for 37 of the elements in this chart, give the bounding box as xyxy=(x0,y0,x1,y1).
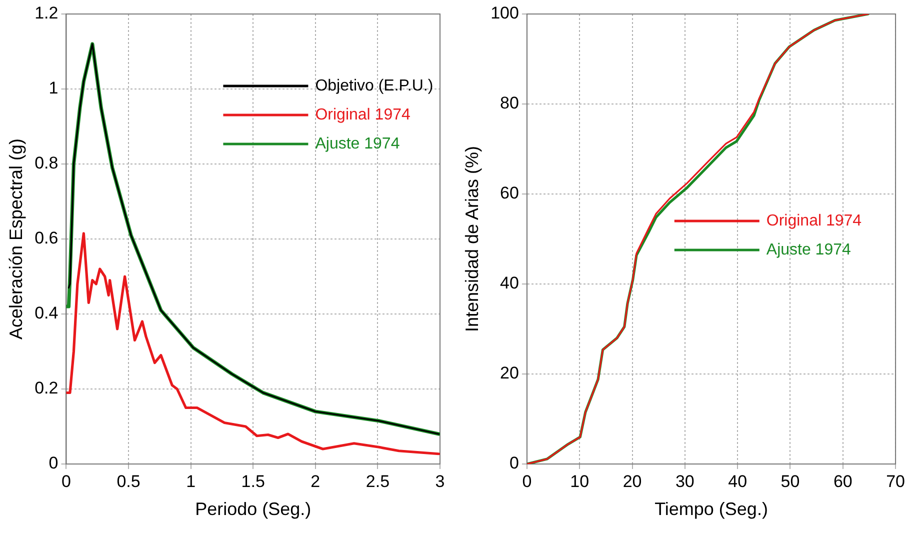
y-tick-label: 0.4 xyxy=(34,304,58,323)
x-tick-label: 2.5 xyxy=(366,472,390,491)
y-tick-label: 20 xyxy=(500,364,519,383)
x-tick-label: 20 xyxy=(622,472,642,491)
x-tick-label: 1.5 xyxy=(241,472,265,491)
y-tick-label: 100 xyxy=(490,4,519,23)
text: Ajuste 1974 xyxy=(766,241,852,258)
x-tick-label: 0 xyxy=(62,472,71,491)
x-tick-label: 1 xyxy=(186,472,196,491)
x-axis-title: Periodo (Seg.) xyxy=(195,499,312,520)
y-axis-title: Aceleración Espectral (g) xyxy=(6,138,26,340)
y-tick-label: 0.6 xyxy=(34,228,58,248)
x-tick-label: 0 xyxy=(522,472,532,491)
y-tick-label: 40 xyxy=(500,274,519,293)
x-tick-label: 30 xyxy=(675,472,694,491)
y-tick-label: 80 xyxy=(500,94,519,113)
text: Original 1974 xyxy=(315,106,410,124)
text: Original 1974 xyxy=(766,212,862,230)
y-tick-label: 1.2 xyxy=(34,4,58,23)
y-tick-label: 0.8 xyxy=(34,154,58,173)
y-tick-label: 0 xyxy=(48,454,58,473)
x-tick-label: 0.5 xyxy=(116,472,140,491)
text: Objetivo (E.P.U.) xyxy=(315,77,434,94)
x-axis-title: Tiempo (Seg.) xyxy=(654,499,768,520)
y-tick-label: 1 xyxy=(48,78,58,98)
x-tick-label: 10 xyxy=(570,472,590,491)
y-axis-title: Intensidad de Arias (%) xyxy=(462,146,482,332)
y-tick-label: 60 xyxy=(500,184,519,203)
x-tick-label: 3 xyxy=(435,472,445,491)
text: Ajuste 1974 xyxy=(315,135,400,152)
x-tick-label: 40 xyxy=(728,472,748,491)
y-tick-label: 0 xyxy=(509,454,519,473)
x-tick-label: 2 xyxy=(310,472,320,491)
y-tick-label: 0.2 xyxy=(34,378,58,398)
x-tick-label: 60 xyxy=(833,472,852,491)
x-tick-label: 50 xyxy=(780,472,800,491)
x-tick-label: 70 xyxy=(886,472,906,491)
